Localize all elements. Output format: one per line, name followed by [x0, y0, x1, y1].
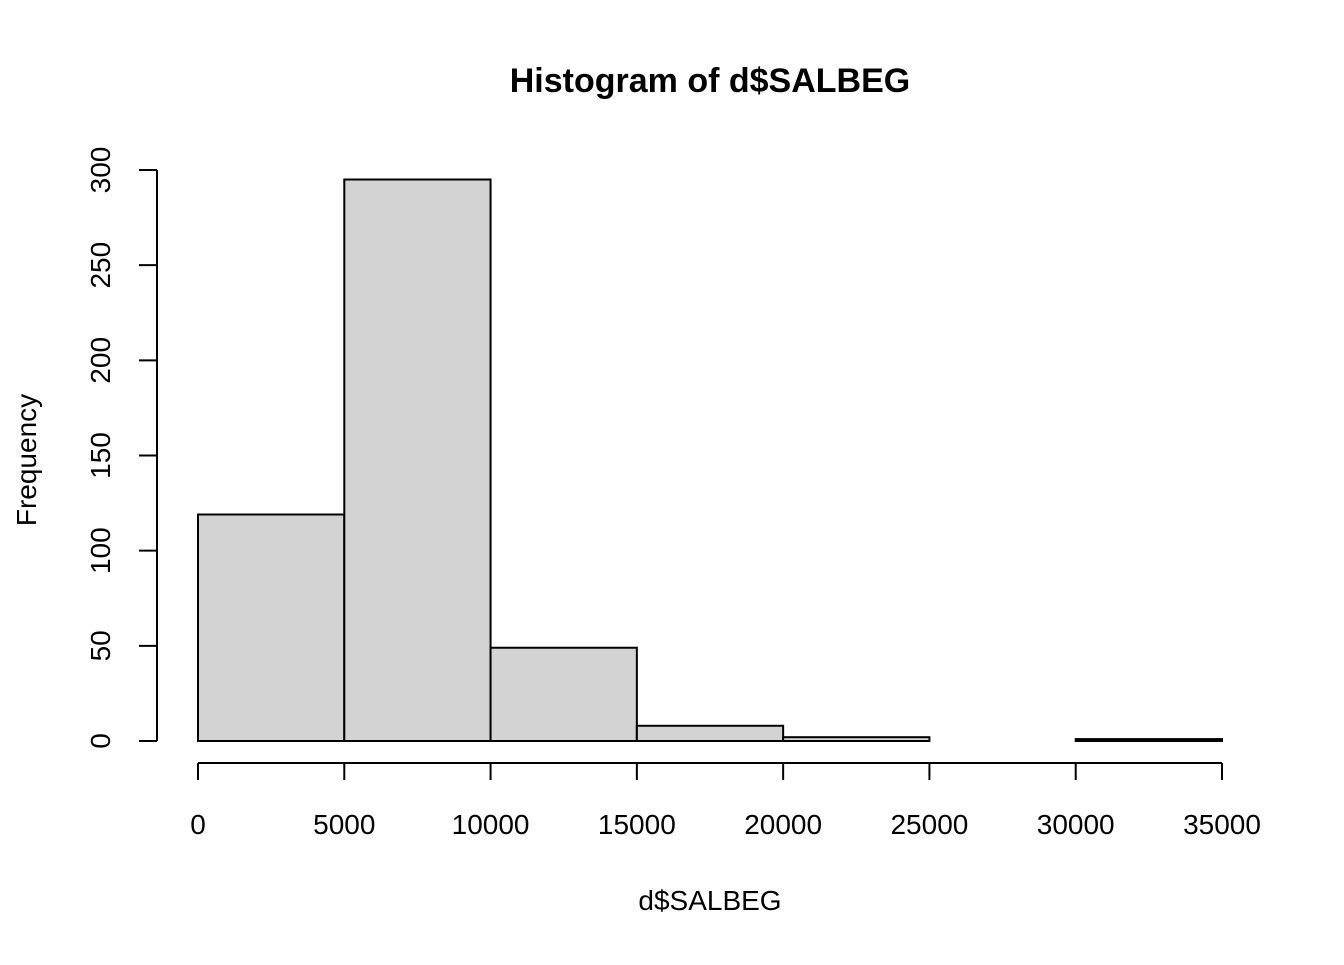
histogram-bar-1	[343, 178, 492, 742]
y-tick-label: 200	[85, 337, 116, 384]
x-tick-label: 5000	[313, 809, 375, 840]
histogram-bar-6	[1074, 738, 1223, 743]
histogram-bar-3	[635, 724, 785, 742]
x-tick-label: 35000	[1183, 809, 1261, 840]
y-tick-label: 100	[85, 527, 116, 574]
x-tick-label: 20000	[744, 809, 822, 840]
histogram-bar-4	[782, 736, 931, 743]
bars-group	[197, 178, 1223, 743]
x-axis-label: d$SALBEG	[638, 885, 781, 916]
chart-title: Histogram of d$SALBEG	[510, 62, 910, 100]
y-tick-label: 150	[85, 432, 116, 479]
y-tick-label: 250	[85, 242, 116, 289]
y-tick-label: 50	[85, 630, 116, 661]
x-tick-label: 25000	[890, 809, 968, 840]
y-axis-label: Frequency	[11, 394, 42, 526]
y-tick-label: 0	[85, 733, 116, 749]
y-tick-label: 300	[85, 147, 116, 194]
histogram-bar-0	[197, 513, 346, 743]
histogram-bar-2	[489, 646, 638, 743]
x-tick-label: 30000	[1037, 809, 1115, 840]
x-tick-label: 15000	[598, 809, 676, 840]
x-tick-label: 0	[190, 809, 206, 840]
x-axis: 0 5000 10000 15000 20000 25000 30000 35000	[190, 762, 1261, 840]
x-tick-label: 10000	[452, 809, 530, 840]
y-axis: 0 50 100 150 200 250 300	[85, 147, 158, 749]
